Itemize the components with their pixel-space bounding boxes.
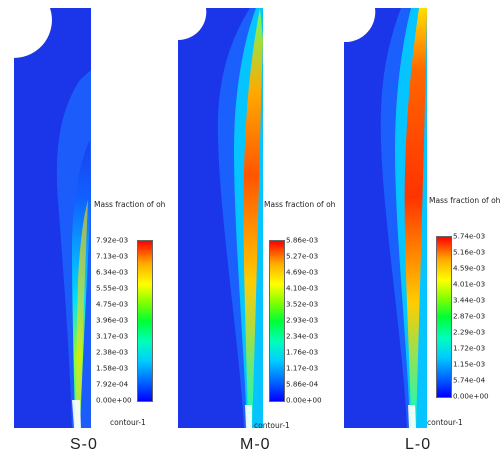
legend-title: Mass fraction of oh: [429, 196, 500, 205]
colorbar-ticks: 5.74e-03 5.16e-03 4.59e-03 4.01e-03 3.44…: [453, 232, 500, 401]
contour-label: contour-1: [254, 421, 290, 430]
contour-label: contour-1: [110, 418, 146, 427]
legend-title: Mass fraction of oh: [264, 200, 336, 209]
tick-label: 3.17e-03: [96, 331, 129, 341]
tick-label: 7.92e-03: [96, 235, 129, 245]
tick-label: 0.00e+00: [453, 391, 489, 401]
contour-label: contour-1: [427, 418, 463, 427]
tick-label: 5.86e-03: [286, 235, 319, 245]
contour-plot-s0: [14, 8, 91, 428]
case-label-l0: L-0: [405, 436, 432, 453]
tick-label: 4.59e-03: [453, 263, 486, 273]
panel-m0: Mass fraction of oh 5.86e-03 5.27e-03 4.…: [170, 0, 335, 464]
colorbar: [137, 240, 153, 402]
tick-label: 2.29e-03: [453, 327, 486, 337]
tick-label: 2.93e-03: [286, 315, 319, 325]
tick-label: 7.13e-03: [96, 251, 129, 261]
tick-label: 2.38e-03: [96, 347, 129, 357]
tick-label: 4.01e-03: [453, 279, 486, 289]
tick-label: 4.75e-03: [96, 299, 129, 309]
tick-label: 6.34e-03: [96, 267, 129, 277]
tick-label: 3.52e-03: [286, 299, 319, 309]
tick-label: 5.55e-03: [96, 283, 129, 293]
panel-l0: Mass fraction of oh 5.74e-03 5.16e-03 4.…: [335, 0, 500, 464]
case-label-s0: S-0: [70, 436, 98, 453]
tick-label: 5.16e-03: [453, 247, 486, 257]
tick-label: 5.74e-03: [453, 231, 486, 241]
contour-plot-l0: [344, 8, 427, 428]
colorbar: [269, 240, 285, 402]
case-label-m0: M-0: [240, 436, 271, 453]
colorbar-ticks: 7.92e-03 7.13e-03 6.34e-03 5.55e-03 4.75…: [96, 236, 156, 405]
tick-label: 5.74e-04: [453, 375, 486, 385]
tick-label: 2.87e-03: [453, 311, 486, 321]
tick-label: 2.34e-03: [286, 331, 319, 341]
tick-label: 0.00e+00: [286, 395, 322, 405]
tick-label: 0.00e+00: [96, 395, 132, 405]
tick-label: 1.72e-03: [453, 343, 486, 353]
tick-label: 3.96e-03: [96, 315, 129, 325]
tick-label: 7.92e-04: [96, 379, 129, 389]
tick-label: 5.86e-04: [286, 379, 319, 389]
tick-label: 1.15e-03: [453, 359, 486, 369]
tick-label: 3.44e-03: [453, 295, 486, 305]
tick-label: 1.17e-03: [286, 363, 319, 373]
panel-s0: Mass fraction of oh 7.92e-03 7.13e-03 6.…: [0, 0, 170, 464]
tick-label: 4.69e-03: [286, 267, 319, 277]
tick-label: 5.27e-03: [286, 251, 319, 261]
colorbar: [436, 236, 452, 398]
tick-label: 4.10e-03: [286, 283, 319, 293]
tick-label: 1.76e-03: [286, 347, 319, 357]
tick-label: 1.58e-03: [96, 363, 129, 373]
contour-plot-m0: [178, 8, 263, 428]
legend-title: Mass fraction of oh: [94, 200, 166, 209]
colorbar-ticks: 5.86e-03 5.27e-03 4.69e-03 4.10e-03 3.52…: [286, 236, 346, 405]
